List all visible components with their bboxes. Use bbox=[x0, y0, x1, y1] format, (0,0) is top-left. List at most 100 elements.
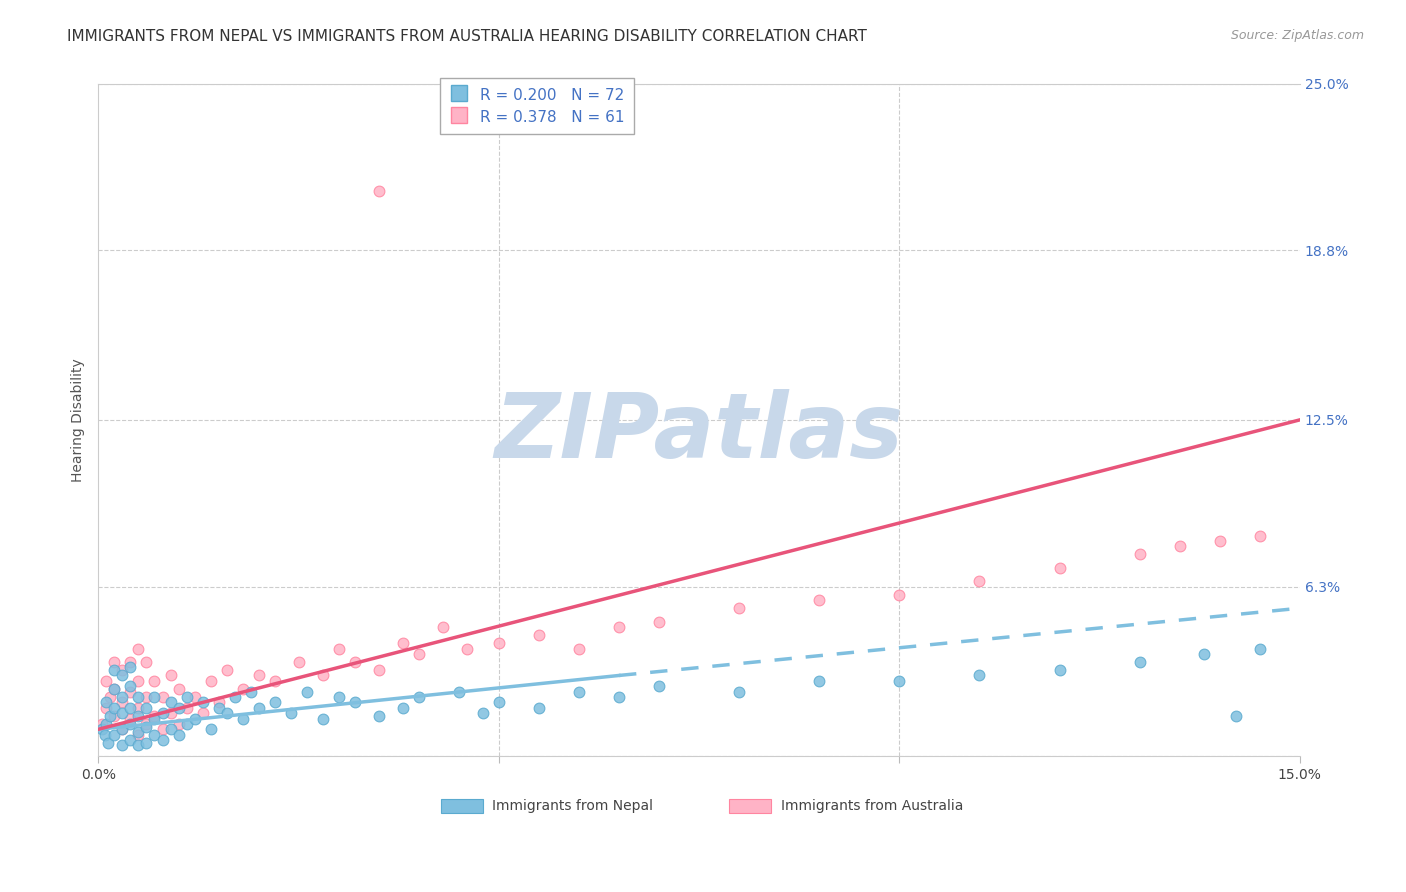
Point bbox=[1209, 533, 1232, 548]
Point bbox=[103, 708, 125, 723]
Point bbox=[120, 733, 142, 747]
Point bbox=[152, 706, 174, 720]
Point bbox=[127, 673, 149, 688]
Point bbox=[111, 663, 134, 677]
Point bbox=[103, 663, 125, 677]
Point bbox=[103, 700, 125, 714]
Point bbox=[135, 736, 157, 750]
Point bbox=[135, 655, 157, 669]
Point bbox=[127, 700, 149, 714]
Point bbox=[527, 700, 550, 714]
Point bbox=[607, 690, 630, 704]
Point bbox=[91, 723, 114, 737]
Point bbox=[127, 725, 149, 739]
Point bbox=[367, 708, 389, 723]
Point bbox=[527, 628, 550, 642]
Point bbox=[408, 647, 430, 661]
Point bbox=[167, 681, 190, 696]
Point bbox=[159, 723, 181, 737]
Point bbox=[176, 690, 198, 704]
Point bbox=[648, 615, 671, 629]
Point bbox=[103, 681, 125, 696]
Point bbox=[111, 706, 134, 720]
Point bbox=[200, 723, 222, 737]
Point bbox=[96, 700, 118, 714]
Point bbox=[127, 708, 149, 723]
Point bbox=[152, 733, 174, 747]
Point bbox=[889, 673, 911, 688]
Point bbox=[191, 706, 214, 720]
Point bbox=[94, 728, 117, 742]
Point bbox=[120, 712, 142, 726]
Point bbox=[120, 700, 142, 714]
Point bbox=[96, 717, 118, 731]
Point bbox=[1049, 663, 1071, 677]
Point bbox=[143, 728, 166, 742]
Point bbox=[135, 720, 157, 734]
Point bbox=[1249, 528, 1271, 542]
Point bbox=[215, 706, 238, 720]
Point bbox=[391, 700, 413, 714]
Point bbox=[143, 673, 166, 688]
Bar bbox=[730, 798, 772, 814]
Y-axis label: Hearing Disability: Hearing Disability bbox=[72, 358, 86, 482]
Point bbox=[127, 728, 149, 742]
Point bbox=[224, 690, 246, 704]
Point bbox=[120, 684, 142, 698]
Point bbox=[159, 706, 181, 720]
Point bbox=[247, 668, 270, 682]
Point bbox=[1129, 548, 1152, 562]
Point bbox=[312, 712, 335, 726]
Point bbox=[889, 588, 911, 602]
Point bbox=[343, 655, 366, 669]
Point bbox=[100, 690, 122, 704]
Point bbox=[200, 673, 222, 688]
Point bbox=[111, 723, 134, 737]
Point bbox=[328, 641, 350, 656]
Point bbox=[568, 641, 591, 656]
Point bbox=[111, 695, 134, 709]
Point bbox=[1129, 655, 1152, 669]
Text: Source: ZipAtlas.com: Source: ZipAtlas.com bbox=[1230, 29, 1364, 42]
Point bbox=[120, 679, 142, 693]
Point bbox=[568, 684, 591, 698]
Point bbox=[232, 712, 254, 726]
Point bbox=[167, 717, 190, 731]
Point bbox=[159, 695, 181, 709]
Point bbox=[488, 695, 510, 709]
Point bbox=[280, 706, 302, 720]
Point bbox=[367, 184, 389, 198]
Point bbox=[1249, 641, 1271, 656]
Point bbox=[183, 690, 205, 704]
Point bbox=[176, 717, 198, 731]
Point bbox=[287, 655, 309, 669]
Point bbox=[111, 739, 134, 753]
Point bbox=[456, 641, 478, 656]
Point bbox=[103, 728, 125, 742]
Point bbox=[1192, 647, 1215, 661]
Point bbox=[969, 668, 991, 682]
Point bbox=[207, 695, 229, 709]
Point bbox=[103, 681, 125, 696]
Text: Immigrants from Australia: Immigrants from Australia bbox=[780, 799, 963, 813]
Point bbox=[1049, 561, 1071, 575]
Point bbox=[152, 690, 174, 704]
Point bbox=[143, 708, 166, 723]
Text: ZIPatlas: ZIPatlas bbox=[495, 389, 904, 477]
Point bbox=[111, 668, 134, 682]
Point bbox=[728, 601, 751, 615]
Point bbox=[263, 695, 285, 709]
Point bbox=[432, 620, 454, 634]
Point bbox=[143, 712, 166, 726]
Point bbox=[239, 684, 262, 698]
Point bbox=[103, 655, 125, 669]
Point bbox=[1225, 708, 1247, 723]
Point bbox=[808, 593, 831, 607]
Point bbox=[232, 681, 254, 696]
Point bbox=[191, 695, 214, 709]
Point bbox=[488, 636, 510, 650]
Point bbox=[127, 690, 149, 704]
Point bbox=[207, 700, 229, 714]
Point bbox=[91, 717, 114, 731]
Point bbox=[1168, 539, 1191, 553]
